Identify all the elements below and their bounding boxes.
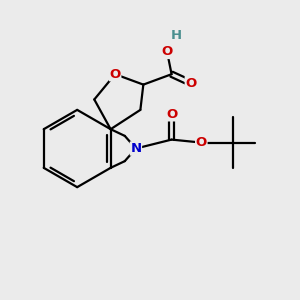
Text: O: O <box>166 108 177 121</box>
Text: N: N <box>130 142 142 155</box>
Text: O: O <box>110 68 121 81</box>
Text: H: H <box>170 29 182 42</box>
Text: O: O <box>196 136 207 149</box>
Text: O: O <box>161 45 173 58</box>
Text: O: O <box>185 76 197 90</box>
